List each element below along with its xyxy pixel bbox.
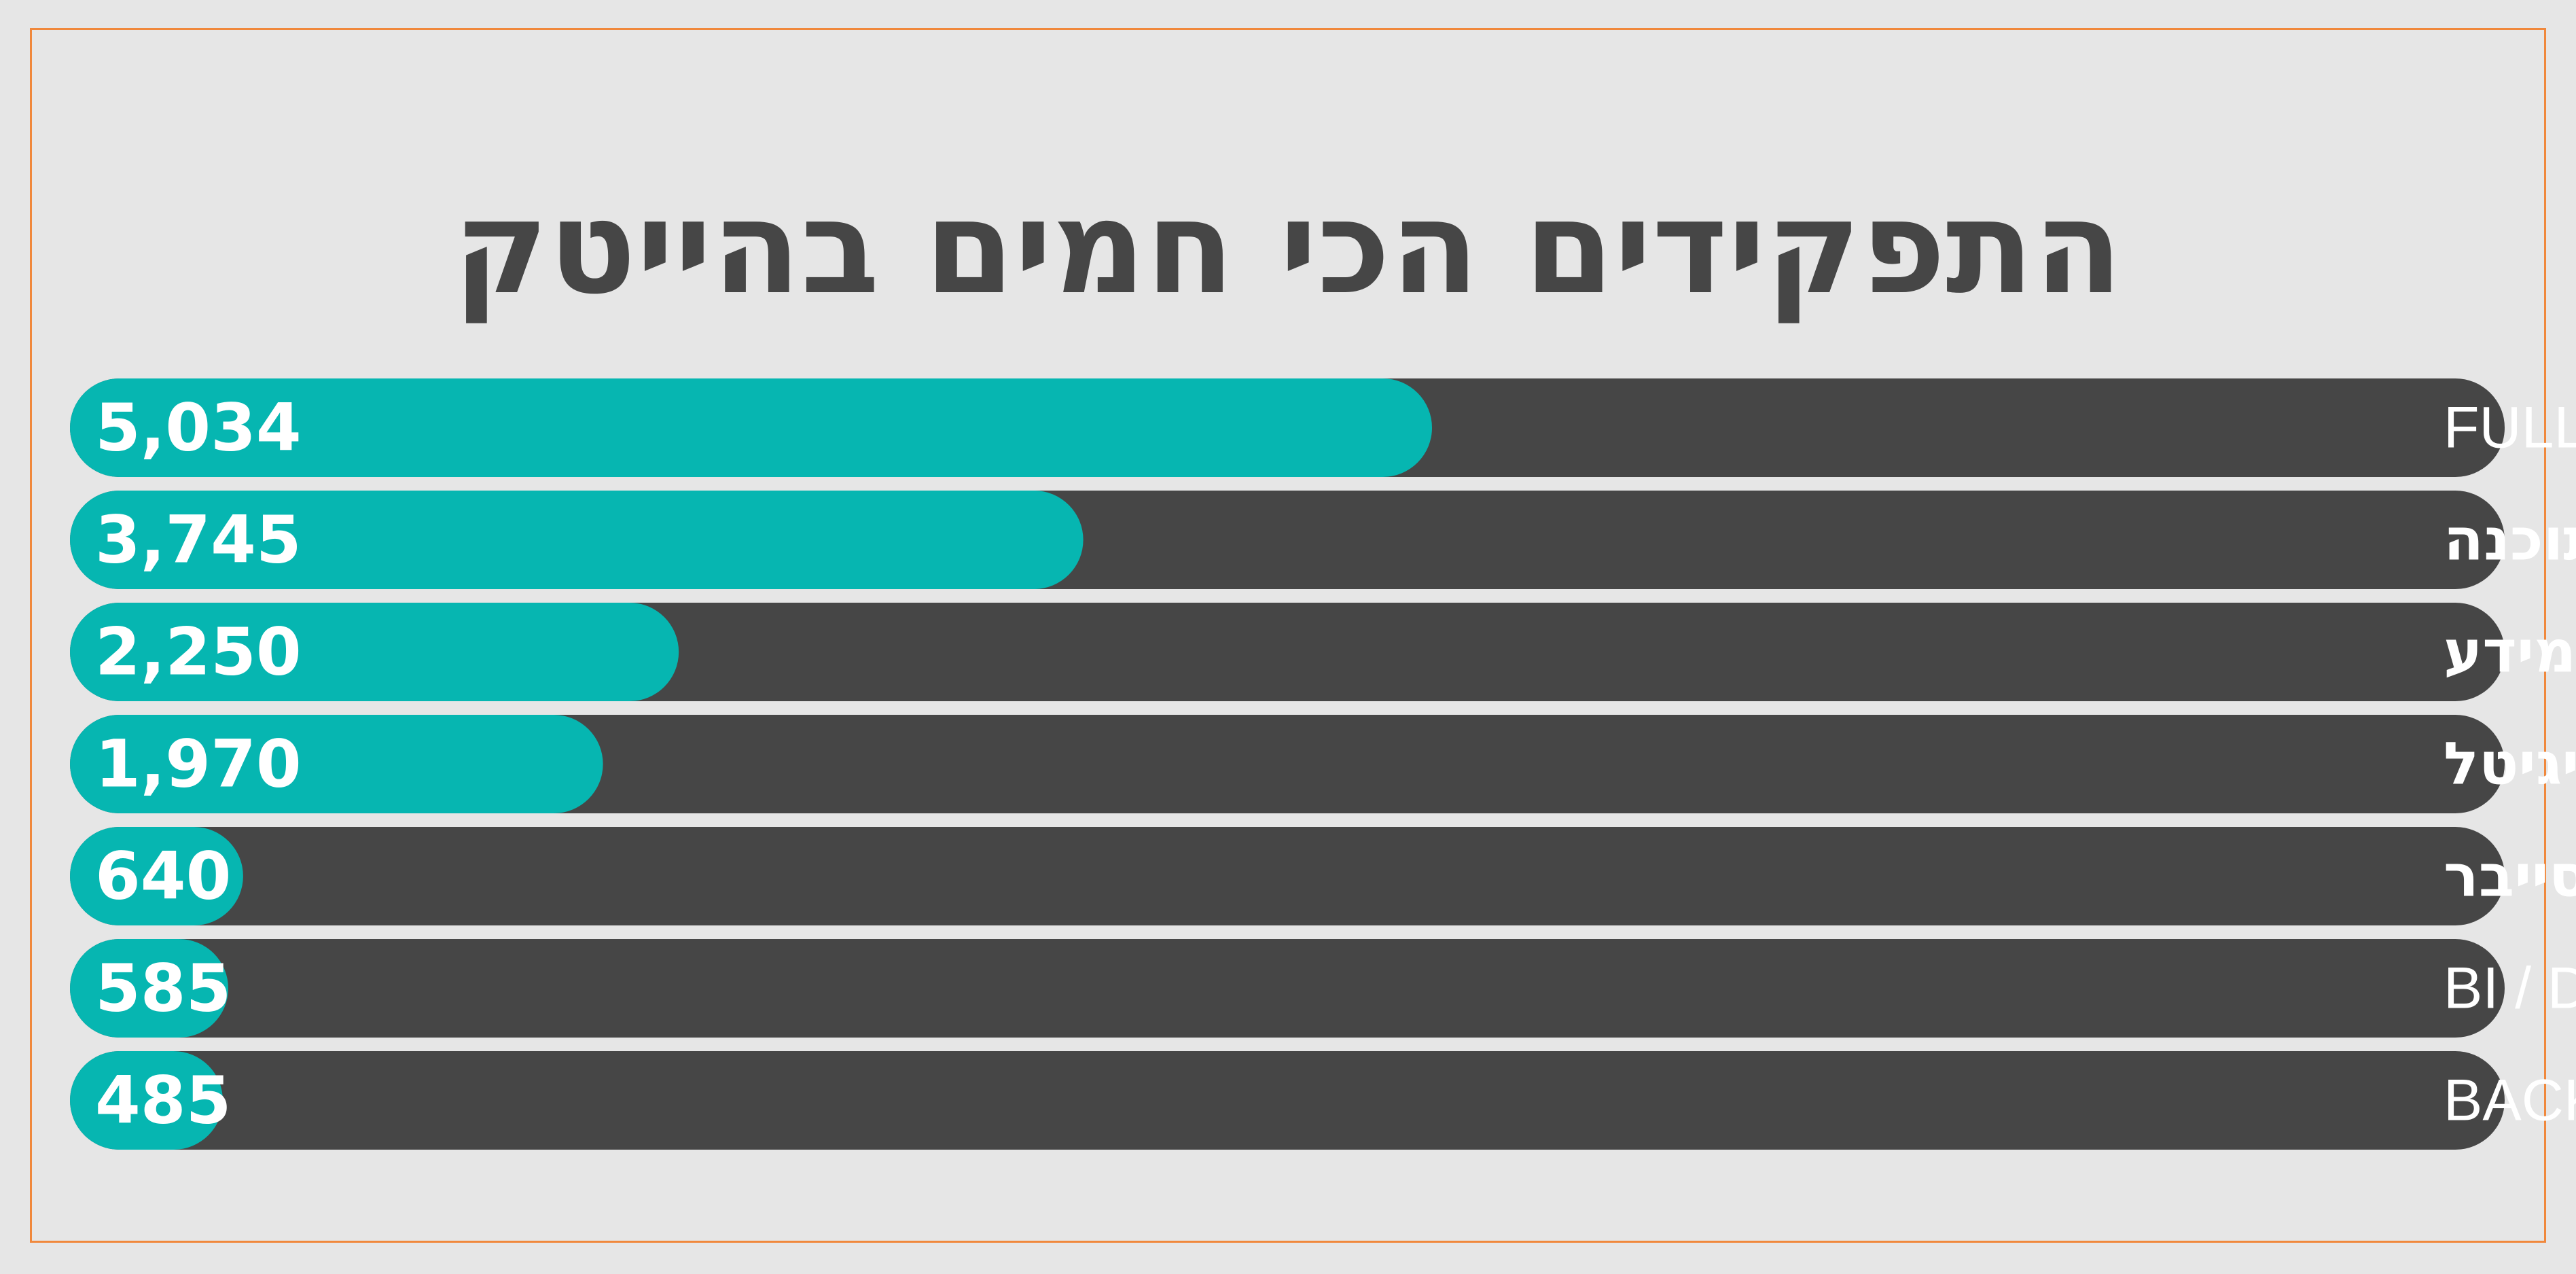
category-label-part: BACKEND ENGINEERS: [2444, 1068, 2576, 1133]
bar: [70, 491, 1084, 589]
category-label: חומרה - BACKEND ENGINEERS: [2444, 1067, 2576, 1135]
category-label-part: ותוכנה: [2444, 506, 2576, 574]
category-label-part: מע׳ מידע - מנתחי מערכות מידע: [2444, 618, 2576, 686]
outer-frame: [30, 28, 2546, 1243]
bar-value-label: 5,034: [95, 390, 302, 466]
category-label-part: אינטרנט - מנהלי דיגיטל: [2444, 730, 2576, 798]
category-label-part: BI / DWH: [2444, 956, 2576, 1021]
bar-value-label: 585: [95, 951, 231, 1027]
bar-track: [70, 939, 2505, 1038]
category-label: מע׳ מידע - מנתחי מערכות מידע: [2444, 618, 2576, 686]
category-label: אינטרנט - מנהלי דיגיטל: [2444, 730, 2576, 798]
bar-track: [70, 827, 2505, 925]
bar-value-label: 1,970: [95, 726, 302, 802]
category-label: אבטחת איכות - אנשי QA ותוכנה: [2444, 506, 2576, 574]
bar: [70, 827, 243, 925]
bar-row: 2,250 מע׳ מידע - מנתחי מערכות מידע: [70, 603, 2576, 701]
bar-track: [70, 715, 2505, 813]
bar-row: 3,745 אבטחת איכות - אנשי QA ותוכנה: [70, 491, 2576, 589]
bar-row: 585 ניתוח מערכות - מנתחי מע׳ BI / DWH: [70, 939, 2576, 1038]
bar-value-label: 2,250: [95, 614, 302, 690]
bar-value-label: 3,745: [95, 502, 302, 578]
bar-row: 485 חומרה - BACKEND ENGINEERS: [70, 1051, 2576, 1150]
bar-value-label: 640: [95, 838, 231, 915]
bar: [70, 603, 679, 701]
bar: [70, 939, 229, 1038]
bar-row: 640 סייבר - מנהלי אבטחת מידע / סייבר: [70, 827, 2576, 925]
category-label-part: FULL STACK DEVELOPERS: [2444, 395, 2576, 461]
category-label: סייבר - מנהלי אבטחת מידע / סייבר: [2444, 843, 2576, 910]
category-label: תוכנה FULL STACK DEVELOPERS: [2444, 394, 2576, 462]
bar: [70, 378, 1432, 477]
chart-title: התפקידים הכי חמים בהייטק: [453, 173, 2123, 323]
category-label-part: סייבר - מנהלי אבטחת מידע / סייבר: [2444, 843, 2576, 910]
category-label: ניתוח מערכות - מנתחי מע׳ BI / DWH: [2444, 955, 2576, 1023]
bar-track: [70, 603, 2505, 701]
bar-value-label: 485: [95, 1063, 231, 1139]
bar: [70, 1051, 223, 1150]
bar: [70, 715, 603, 813]
bar-row: 5,034 תוכנה FULL STACK DEVELOPERS: [70, 378, 2576, 477]
bar-row: 1,970 אינטרנט - מנהלי דיגיטל: [70, 715, 2576, 813]
bar-track: [70, 1051, 2505, 1150]
